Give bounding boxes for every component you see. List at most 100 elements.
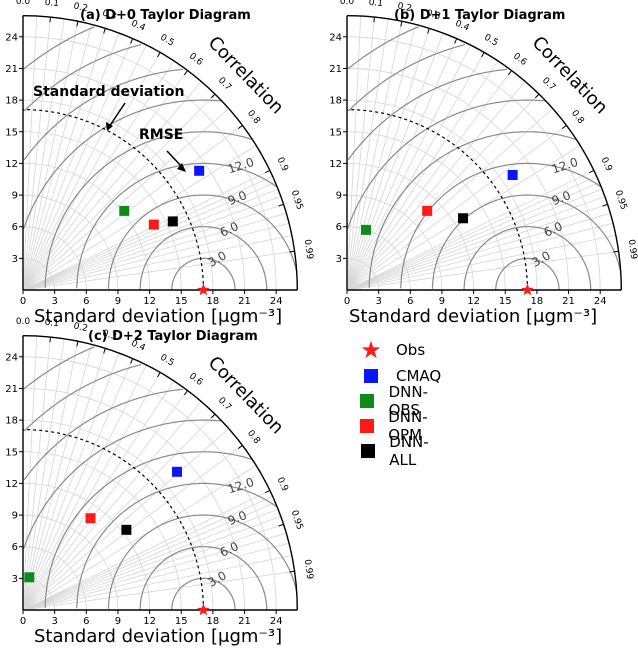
annotation-arrow xyxy=(108,102,126,128)
correlation-gridline xyxy=(22,555,292,611)
corr-tick xyxy=(157,52,161,58)
point-dnn-all xyxy=(121,524,132,535)
corr-tick xyxy=(103,28,106,34)
y-tick-label: 12 xyxy=(5,479,18,490)
x-tick-label: 3 xyxy=(51,616,57,627)
point-dnn-opm xyxy=(422,205,433,216)
rmse-contour xyxy=(171,257,236,290)
corr-tick-label: 0.99 xyxy=(302,559,315,581)
outer-arc xyxy=(22,335,298,611)
taylor-panel-b: 3.06.09.012.00 33669912121515181821212424… xyxy=(329,0,638,327)
corr-tick xyxy=(427,28,430,34)
corr-tick-label: 0.8 xyxy=(569,109,586,127)
corr-tick xyxy=(454,38,458,44)
std-gridline xyxy=(22,36,277,291)
legend-label-dnn-opm: DNN-OPM xyxy=(388,408,428,444)
corr-tick-label: 0.2 xyxy=(397,2,413,15)
rmse-contour xyxy=(139,546,268,610)
x-tick-label: 0 xyxy=(20,296,26,307)
annotation-standard-deviation: Standard deviation xyxy=(33,84,184,100)
correlation-gridline xyxy=(22,60,175,291)
correlation-gridline xyxy=(22,516,281,611)
corr-tick xyxy=(130,38,134,44)
point-dnn-all xyxy=(167,216,178,227)
corr-tick xyxy=(157,372,161,378)
x-tick-label: 12 xyxy=(143,616,156,627)
rmse-contour xyxy=(23,44,142,112)
corr-tick-label: 0.9 xyxy=(274,476,289,493)
x-tick-label: 18 xyxy=(207,296,220,307)
y-tick-label: 6 xyxy=(336,222,342,233)
corr-tick xyxy=(481,52,485,58)
rmse-contour xyxy=(44,131,253,288)
y-tick-label: 9 xyxy=(12,511,18,522)
correlation-gridline xyxy=(22,465,257,611)
legend-label-dnn-obs: DNN-OBS xyxy=(388,383,428,419)
corr-tick xyxy=(237,445,243,449)
correlation-gridline xyxy=(346,18,389,291)
corr-tick xyxy=(373,17,375,23)
y-tick-label: 6 xyxy=(12,222,18,233)
std-gridline xyxy=(22,514,119,611)
corr-tick-label: 0.2 xyxy=(73,2,89,15)
annotation-rmse: RMSE xyxy=(139,127,183,143)
x-tick-label: 21 xyxy=(238,296,251,307)
std-gridline xyxy=(346,99,538,291)
y-tick-label: 12 xyxy=(5,159,18,170)
correlation-gridline xyxy=(346,250,619,291)
std-gridline xyxy=(22,257,56,291)
x-tick-label: 3 xyxy=(375,296,381,307)
rmse-contour xyxy=(171,577,236,610)
panel-title: (a) D+0 Taylor Diagram xyxy=(80,8,251,23)
correlation-label: Correlation xyxy=(204,32,288,118)
corr-tick xyxy=(561,125,567,129)
correlation-gridline xyxy=(346,81,526,291)
rmse-contour xyxy=(23,99,221,230)
correlation-gridline xyxy=(346,28,430,291)
point-dnn-obs xyxy=(360,224,371,235)
x-tick-label: 0 xyxy=(344,296,350,307)
correlation-gridline xyxy=(22,52,161,291)
corr-tick xyxy=(264,169,271,174)
corr-tick-label: 0.3 xyxy=(101,328,118,342)
corr-tick-label: 0.1 xyxy=(44,0,59,9)
rmse-contour xyxy=(495,257,560,290)
corr-tick-label: 0.6 xyxy=(187,51,205,68)
y-tick-label: 21 xyxy=(329,64,342,75)
x-tick-label: 6 xyxy=(83,296,89,307)
correlation-gridline xyxy=(22,170,271,291)
corr-tick-label: 0.6 xyxy=(511,51,529,68)
std-gridline xyxy=(22,546,87,611)
std-gridline xyxy=(22,356,277,611)
corr-tick-label: 0.6 xyxy=(187,371,205,388)
rmse-contour xyxy=(76,482,277,609)
x-tick-label: 15 xyxy=(175,616,188,627)
correlation-gridline xyxy=(22,390,188,611)
correlation-gridline xyxy=(22,341,79,611)
corr-tick-label: 0.7 xyxy=(216,396,233,413)
correlation-gridline xyxy=(22,28,106,291)
rmse-contour xyxy=(347,99,545,230)
correlation-gridline xyxy=(22,570,295,611)
correlation-gridline xyxy=(22,364,147,611)
corr-tick-label: 0.0 xyxy=(16,0,31,7)
correlation-gridline xyxy=(346,70,512,291)
rmse-contour xyxy=(368,131,577,288)
point-dnn-all xyxy=(458,213,469,224)
corr-tick-label: 0.9 xyxy=(274,156,289,173)
correlation-gridline xyxy=(22,380,175,611)
correlation-gridline xyxy=(22,532,287,611)
corr-tick-label: 0.5 xyxy=(158,33,175,49)
x-axis-label: Standard deviation [μgm⁻³] xyxy=(34,626,282,647)
rmse-contour xyxy=(347,44,466,112)
correlation-gridline xyxy=(22,413,216,611)
corr-tick xyxy=(184,70,188,76)
rmse-label: 9.0 xyxy=(226,188,249,208)
rmse-contour xyxy=(23,68,184,161)
legend-label-dnn-all: DNN-ALL xyxy=(389,433,429,469)
correlation-gridline xyxy=(22,352,120,611)
correlation-gridline xyxy=(22,196,281,291)
correlation-gridline xyxy=(346,212,611,291)
correlation-gridline xyxy=(346,222,614,291)
